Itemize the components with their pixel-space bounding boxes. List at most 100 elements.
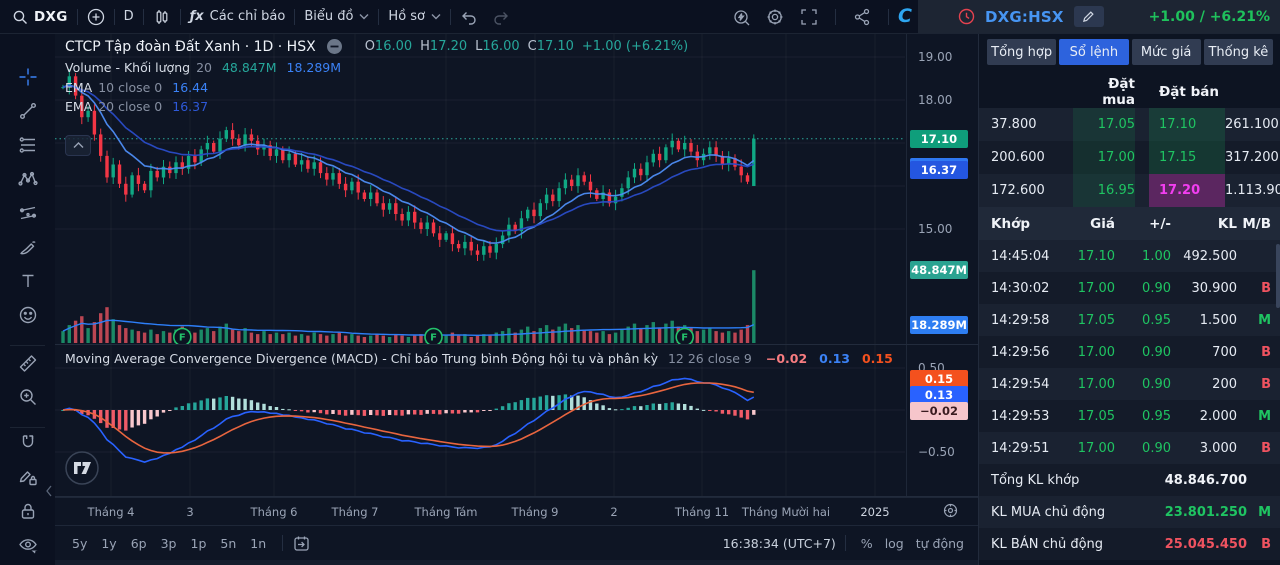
quote-header: DXG:HSX +1.00 / +6.21% [918,0,1280,33]
tab-tổng-hợp[interactable]: Tổng hợp [987,39,1057,65]
scale-percent-button[interactable]: % [855,533,879,554]
profile-button[interactable]: Hồ sơ [388,9,441,24]
range-1p-button[interactable]: 1p [184,533,214,554]
candle-style-button[interactable] [153,8,171,26]
symbol-search-button[interactable]: DXG [12,9,68,25]
bid-volume: 172.600 [991,183,1045,198]
price-tick: 18.00 [918,93,953,107]
crosshair-tool[interactable] [13,62,43,92]
legend-collapse-button[interactable] [65,135,91,156]
price-scale[interactable]: 19.0018.0015.0017.1016.4416.3748.847M18.… [906,33,978,345]
zoom-in-tool[interactable] [13,382,43,412]
settings-icon[interactable] [766,8,784,26]
time-axis-label: Tháng 7 [331,505,379,519]
fib-retracement-tool[interactable] [13,130,43,160]
bottom-toolbar: 5y 1y 6p 3p 1p 5n 1n 16:38:34 (UTC+7) % log tự đ… [55,525,978,560]
macd-tick: −0.50 [918,445,955,459]
collapse-toolbar-icon[interactable] [45,481,53,501]
range-5n-button[interactable]: 5n [213,533,243,554]
goto-date-button[interactable] [292,534,311,553]
parallel-channel-tool[interactable] [13,198,43,228]
redo-button[interactable] [492,9,510,25]
broker-logo[interactable]: C [898,5,912,27]
event-f-marker: F [173,327,192,345]
macd-legend: Moving Average Convergence Divergence (M… [65,351,893,366]
eye-hide-tool[interactable] [13,530,43,560]
time-axis-label: Tháng Tám [414,505,478,519]
xabcd-pattern-icon [17,171,38,186]
volume-chip: 48.847M [910,261,968,280]
tab-mức-giá[interactable]: Mức giá [1131,39,1201,65]
ask-volume: 261.100 [1225,117,1279,132]
range-5y-button[interactable]: 5y [65,533,94,554]
hide-legend-icon[interactable] [326,38,343,55]
draw-lock-tool[interactable] [13,462,43,492]
bid-header: Đặt mua [1102,75,1135,108]
undo-icon [462,11,476,25]
range-6p-button[interactable]: 6p [124,533,154,554]
order-book-row[interactable]: 37.800 17.05 17.10 261.100 [979,108,1280,141]
tab-sổ-lệnh[interactable]: Sổ lệnh [1059,39,1129,65]
time-axis[interactable]: Tháng 4 3 Tháng 6 Tháng 7 Tháng Tám Tháng 9 2 T… [55,497,978,526]
flash-search-icon[interactable] [732,8,750,26]
macd-chip: 0.15 [910,370,968,388]
summary-row: KL MUA chủ động 23.801.250 M [979,496,1280,528]
indicators-button[interactable]: ƒx Các chỉ báo [189,9,286,24]
trade-row[interactable]: 14:30:02 17.00 0.90 30.900 B [979,272,1280,304]
text-tool[interactable] [13,266,43,296]
ruler-tool[interactable] [13,348,43,378]
tab-thống-kê[interactable]: Thống kê [1203,39,1273,65]
time-axis-label: 3 [186,505,194,519]
edit-symbol-button[interactable] [1073,6,1104,27]
chart-legend: CTCP Tập đoàn Đất Xanh · 1D · HSX O16.00… [65,38,689,114]
compare-add-button[interactable] [87,8,105,26]
share-icon[interactable] [853,8,871,26]
axis-settings-icon[interactable] [943,503,958,518]
range-3p-button[interactable]: 3p [154,533,184,554]
interval-button[interactable]: D [123,9,134,24]
ema20-value: 16.37 [172,99,209,114]
trend-line-tool[interactable] [13,96,43,126]
trades-header: Khớp Giá +/- KL M/B [979,207,1280,240]
trade-row[interactable]: 14:29:54 17.00 0.90 200 B [979,368,1280,400]
clock-icon [958,8,975,25]
order-book-row[interactable]: 172.600 16.95 17.20 1.113.900 [979,174,1280,207]
brush-icon [19,241,36,255]
macd-scale[interactable]: 0.50 −0.50 0.15 0.13 −0.02 [906,345,978,497]
scale-log-button[interactable]: log [879,533,910,554]
trade-row[interactable]: 14:45:04 17.10 1.00 492.500 [979,240,1280,272]
range-1n-button[interactable]: 1n [243,533,273,554]
lock-tool[interactable] [13,496,43,526]
clock-readout: 16:38:34 (UTC+7) [722,535,836,551]
trade-row[interactable]: 14:29:58 17.05 0.95 1.500 M [979,304,1280,336]
fx-icon: ƒx [189,9,204,24]
magnet-tool[interactable] [13,428,43,458]
undo-button[interactable] [460,9,478,25]
trade-row[interactable]: 14:29:51 17.00 0.90 3.000 B [979,432,1280,464]
event-f-marker: F [675,327,694,345]
trade-row[interactable]: 14:29:53 17.05 0.95 2.000 M [979,400,1280,432]
order-book-row[interactable]: 200.600 17.00 17.15 317.200 [979,141,1280,174]
trade-row[interactable]: 14:29:56 17.00 0.90 700 B [979,336,1280,368]
scale-tự-động-button[interactable]: tự động [910,533,970,554]
layout-button[interactable]: Biểu đồ [304,9,369,24]
volume-value: 48.847M [221,60,277,75]
macd-chart[interactable] [55,345,978,497]
price-chip: 16.37 [910,161,968,180]
scrollbar-thumb[interactable] [1276,244,1280,308]
ask-volume: 1.113.900 [1225,183,1280,198]
time-axis-label: Tháng 11 [674,505,730,519]
brush-tool[interactable] [13,232,43,262]
range-1y-button[interactable]: 1y [94,533,123,554]
fullscreen-icon[interactable] [800,8,818,26]
svg-text:F: F [430,333,437,344]
parallel-channel-icon [19,206,36,220]
macd-signal-value: 0.15 [861,351,893,366]
ohlc-readout: O16.00 H17.20 L16.00 C17.10 +1.00 (+6.21%) [364,39,689,54]
xabcd-pattern-tool[interactable] [13,164,43,194]
emoji-tool[interactable] [13,300,43,330]
ask-price: 17.20 [1149,174,1225,207]
symbol-label: DXG [34,8,68,25]
time-axis-label: 2 [610,505,618,519]
